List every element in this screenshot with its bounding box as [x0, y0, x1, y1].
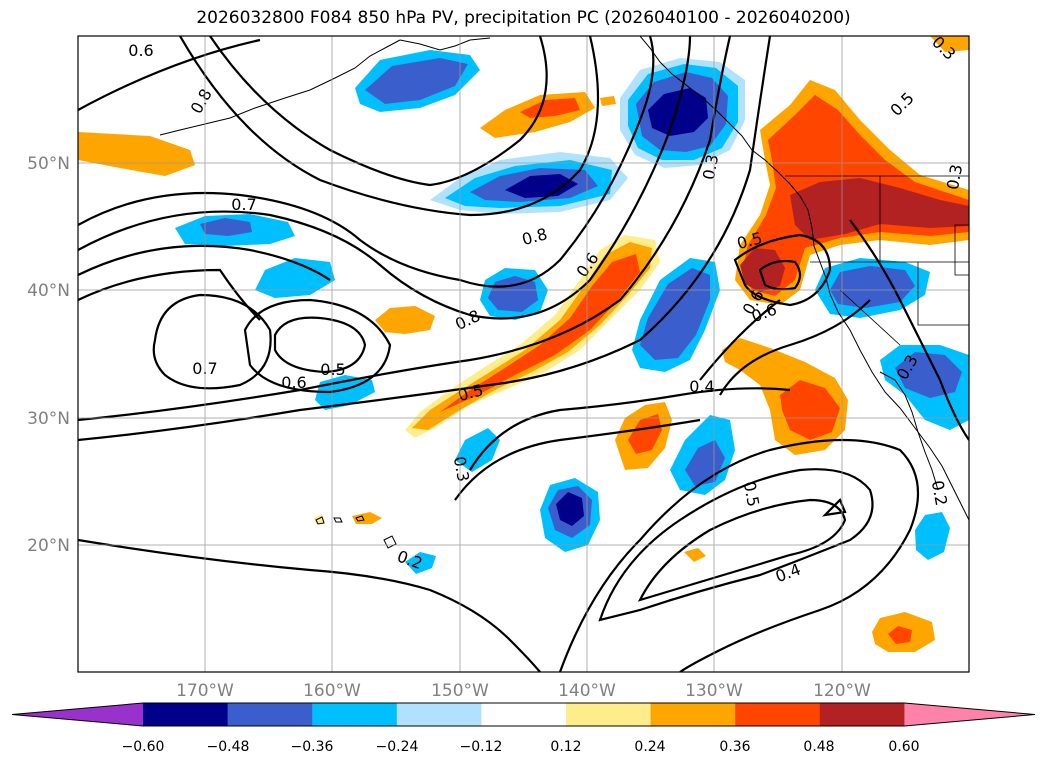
colorbar-tick: −0.48	[207, 739, 250, 755]
colorbar-segment	[650, 703, 736, 726]
colorbar-tick: 0.36	[719, 739, 750, 755]
colorbar-tick: 0.12	[550, 739, 581, 755]
colorbar-segment	[143, 703, 229, 726]
positive-anomaly	[78, 132, 195, 176]
lat-tick: 30°N	[27, 409, 70, 429]
positive-anomaly	[375, 306, 435, 334]
contour-label: 0.3	[943, 163, 966, 191]
colorbar-segment	[481, 703, 567, 726]
lon-tick: 150°W	[431, 681, 489, 701]
colorbar-tick: 0.48	[803, 739, 834, 755]
coastlines	[159, 36, 969, 549]
colorbar-segment	[735, 703, 821, 726]
colorbar-tick-labels: −0.60 −0.48 −0.36 −0.24 −0.12 0.12 0.24 …	[122, 739, 920, 755]
colorbar-segment	[396, 703, 482, 726]
colorbar-segment	[566, 703, 652, 726]
colorbar-tick: −0.12	[460, 739, 503, 755]
colorbar	[11, 702, 1036, 727]
lon-tick: 160°W	[303, 681, 361, 701]
contour-label: 0.7	[231, 195, 256, 214]
contour-label: 0.5	[740, 480, 763, 508]
contour-label: 0.6	[281, 373, 306, 392]
contour-label: 0.6	[128, 41, 153, 60]
colorbar-segment	[312, 703, 398, 726]
contour-label: 0.2	[928, 479, 951, 507]
gridlines	[78, 36, 969, 672]
contour-label: 0.3	[450, 455, 473, 483]
lat-tick-labels: 50°N 40°N 30°N 20°N	[27, 154, 70, 556]
negative-anomaly	[455, 428, 500, 472]
contour-label: 0.3	[699, 153, 722, 181]
colorbar-tick: 0.24	[634, 739, 665, 755]
colorbar-extend-min	[12, 703, 143, 726]
colorbar-tick: 0.60	[888, 739, 919, 755]
colorbar-segment	[819, 703, 905, 726]
negative-anomaly	[915, 512, 950, 560]
lat-tick: 50°N	[27, 154, 70, 174]
contour-label: 0.4	[689, 377, 714, 396]
negative-anomaly	[255, 258, 335, 298]
precip-shading	[78, 36, 969, 652]
colorbar-tick: −0.60	[122, 739, 165, 755]
lon-tick: 130°W	[685, 681, 743, 701]
lon-tick: 170°W	[176, 681, 234, 701]
colorbar-outline	[11, 702, 1036, 727]
plot-border	[77, 35, 970, 673]
lat-tick: 40°N	[27, 281, 70, 301]
pv-contours	[78, 36, 969, 672]
lat-tick: 20°N	[27, 536, 70, 556]
colorbar-extend-max	[904, 703, 1035, 726]
colorbar-tick: −0.36	[291, 739, 334, 755]
lon-tick: 140°W	[558, 681, 616, 701]
lon-tick-labels: 170°W 160°W 150°W 140°W 130°W 120°W	[176, 681, 871, 701]
map-title: 2026032800 F084 850 hPa PV, precipitatio…	[196, 8, 851, 28]
contour-label: 0.5	[320, 360, 345, 379]
colorbar-tick: −0.24	[376, 739, 419, 755]
lon-tick: 120°W	[813, 681, 871, 701]
colorbar-segment	[227, 703, 313, 726]
